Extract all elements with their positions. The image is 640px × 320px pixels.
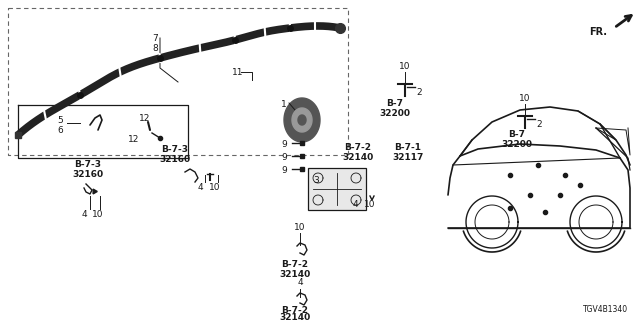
Text: B-7-2: B-7-2 <box>282 260 308 269</box>
Text: B-7-2: B-7-2 <box>344 143 371 152</box>
Text: B-7-3: B-7-3 <box>161 145 189 154</box>
Text: 11: 11 <box>232 68 244 77</box>
Text: 10: 10 <box>399 62 411 71</box>
Text: 32117: 32117 <box>392 153 424 162</box>
Text: 2: 2 <box>536 120 541 129</box>
Text: B-7-1: B-7-1 <box>394 143 422 152</box>
Text: 4: 4 <box>352 200 358 209</box>
Text: 32200: 32200 <box>380 109 410 118</box>
Text: 32200: 32200 <box>502 140 532 149</box>
Text: 32140: 32140 <box>342 153 374 162</box>
Text: 4: 4 <box>197 183 203 192</box>
Text: 7: 7 <box>152 34 158 43</box>
Text: 4: 4 <box>81 210 87 219</box>
Text: 9: 9 <box>281 166 287 175</box>
Text: 2: 2 <box>416 88 422 97</box>
Text: 10: 10 <box>209 183 221 192</box>
Text: 1: 1 <box>281 100 287 109</box>
Text: 10: 10 <box>519 94 531 103</box>
Text: B-7: B-7 <box>387 99 403 108</box>
Text: 32160: 32160 <box>72 170 104 179</box>
Text: 9: 9 <box>281 153 287 162</box>
Text: 12: 12 <box>140 114 150 123</box>
Text: 12: 12 <box>128 135 140 144</box>
Text: TGV4B1340: TGV4B1340 <box>583 305 628 314</box>
Polygon shape <box>284 98 320 142</box>
Text: 32140: 32140 <box>280 270 310 279</box>
Text: 4: 4 <box>297 278 303 287</box>
Polygon shape <box>298 115 306 125</box>
Text: FR.: FR. <box>589 27 607 37</box>
Text: 3: 3 <box>313 176 319 185</box>
Text: 32140: 32140 <box>280 313 310 320</box>
Text: 10: 10 <box>294 223 306 232</box>
Text: 9: 9 <box>281 140 287 149</box>
Text: 5: 5 <box>57 116 63 125</box>
Text: B-7: B-7 <box>509 130 525 139</box>
Text: 32160: 32160 <box>159 155 191 164</box>
Text: 8: 8 <box>152 44 158 53</box>
Text: 10: 10 <box>364 200 376 209</box>
Text: 6: 6 <box>57 126 63 135</box>
Text: 10: 10 <box>92 210 104 219</box>
Polygon shape <box>292 108 312 132</box>
Text: B-7-2: B-7-2 <box>282 306 308 315</box>
Bar <box>308 168 366 210</box>
Text: B-7-3: B-7-3 <box>74 160 102 169</box>
